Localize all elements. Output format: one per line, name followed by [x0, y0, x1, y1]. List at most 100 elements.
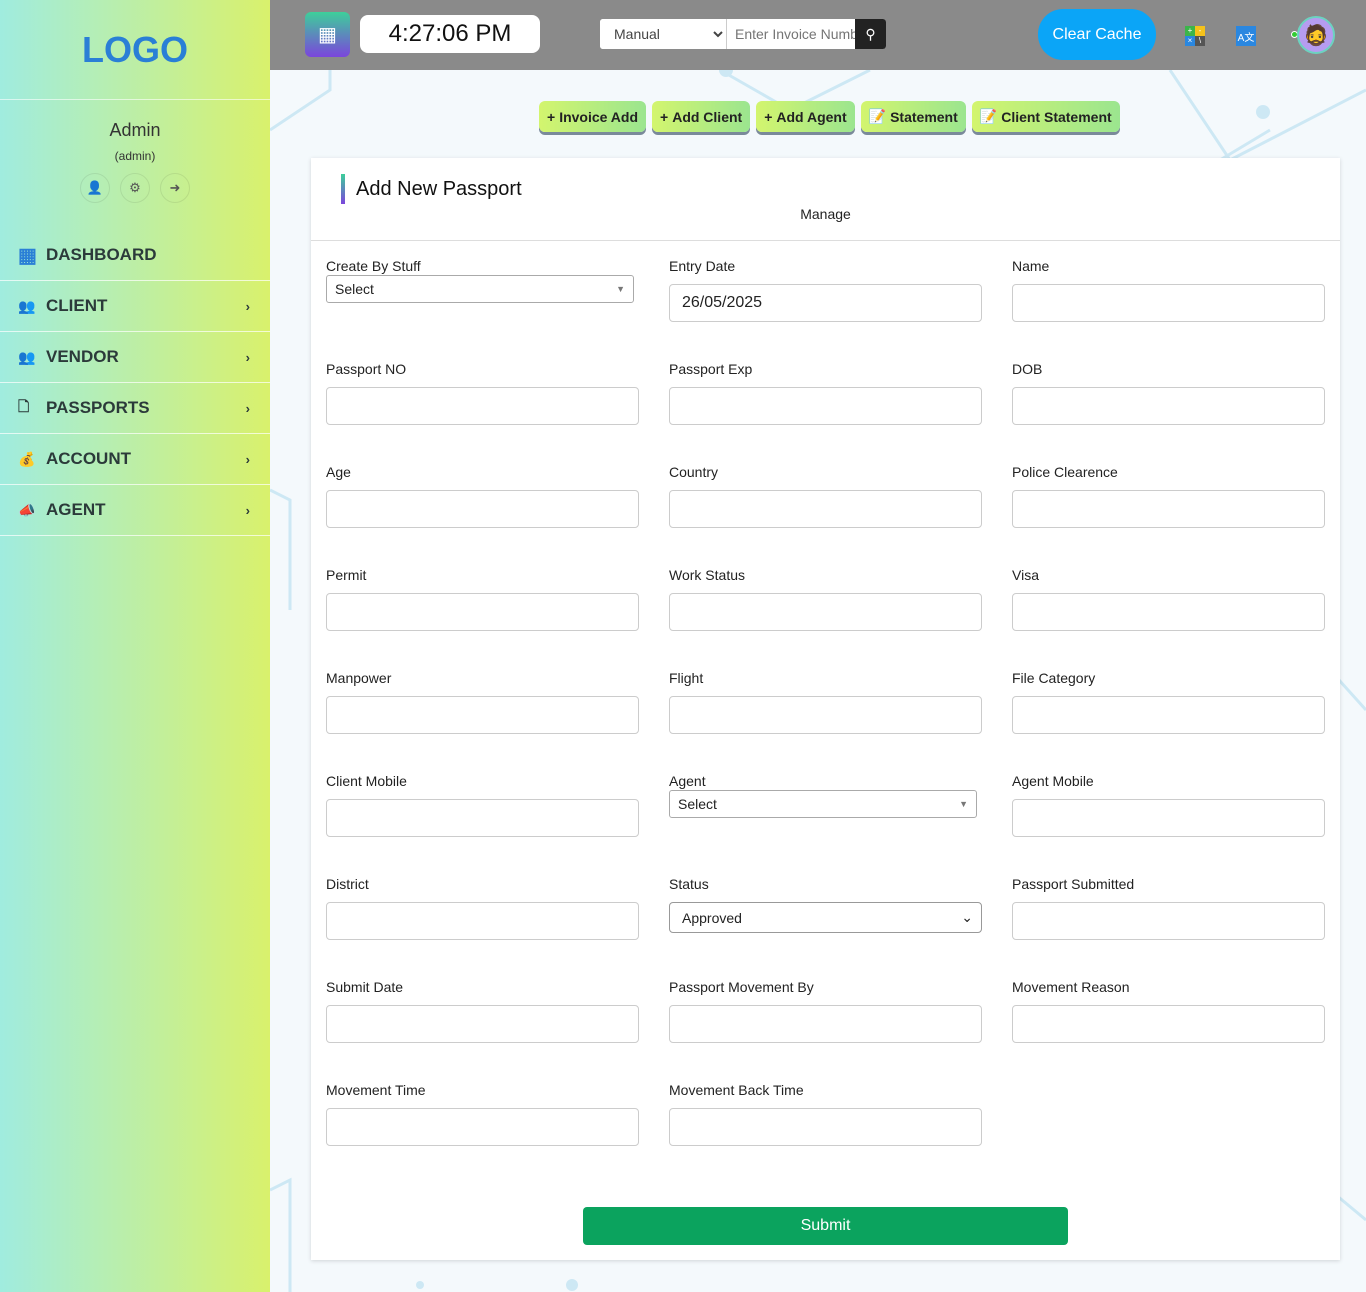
name-input[interactable] [1012, 284, 1325, 322]
field-label: Passport Submitted [1012, 876, 1135, 892]
field-label: Passport NO [326, 361, 407, 377]
sidebar-item-label: CLIENT [46, 296, 108, 315]
field-agent: Agent Select ▼ [669, 773, 982, 876]
manpower-input[interactable] [326, 696, 639, 734]
passport-submitted-input[interactable] [1012, 902, 1325, 940]
calculator-icon[interactable]: + - × \ [1185, 26, 1205, 46]
field-label: District [326, 876, 369, 892]
field-create-by-stuff: Create By Stuff Select ▼ [326, 258, 639, 361]
movement-time-input[interactable] [326, 1108, 639, 1146]
users-icon: 👥 [18, 348, 36, 365]
field-label: Movement Reason [1012, 979, 1130, 995]
add-agent-button[interactable]: + Add Agent [756, 101, 855, 132]
search-mode-select[interactable]: Manual [600, 19, 727, 49]
work-status-input[interactable] [669, 593, 982, 631]
client-statement-button[interactable]: 📝 Client Statement [971, 101, 1120, 132]
field-label: Country [669, 464, 719, 480]
field-age: Age [326, 464, 639, 567]
quick-actions: + Invoice Add + Add Client + Add Agent 📝 Sta… [539, 101, 1120, 132]
sidebar-item-label: ACCOUNT [46, 449, 131, 468]
button-label: Add Agent [776, 108, 847, 125]
invoice-add-button[interactable]: + Invoice Add [539, 101, 647, 132]
field-manpower: Manpower [326, 670, 639, 773]
invoice-search: Manual ⚲ [600, 19, 886, 49]
file-category-input[interactable] [1012, 696, 1325, 734]
chevron-right-icon: › [245, 400, 250, 416]
country-input[interactable] [669, 490, 982, 528]
movement-back-time-input[interactable] [669, 1108, 982, 1146]
add-client-button[interactable]: + Add Client [652, 101, 751, 132]
field-passport-exp: Passport Exp [669, 361, 982, 464]
profile-icon[interactable]: 👤 [80, 173, 110, 203]
search-icon[interactable]: ⚲ [855, 19, 886, 49]
logout-icon[interactable]: ➜ [160, 173, 190, 203]
button-label: Invoice Add [559, 108, 639, 125]
field-permit: Permit [326, 567, 639, 670]
passport-exp-input[interactable] [669, 387, 982, 425]
client-mobile-input[interactable] [326, 799, 639, 837]
copy-icon: 🗋 [18, 398, 30, 414]
field-status: Status Approved ⌄ [669, 876, 982, 979]
sidebar-item-agent[interactable]: 📣 AGENT › [0, 485, 270, 536]
apps-grid-icon[interactable]: ▦ [305, 12, 350, 57]
field-label: Movement Time [326, 1082, 426, 1098]
user-role: (admin) [114, 149, 156, 163]
field-label: Status [669, 876, 709, 892]
avatar[interactable]: 🧔 [1297, 16, 1335, 54]
field-country: Country [669, 464, 982, 567]
field-movement-reason: Movement Reason [1012, 979, 1325, 1082]
age-input[interactable] [326, 490, 639, 528]
movement-reason-input[interactable] [1012, 1005, 1325, 1043]
field-label: Submit Date [326, 979, 404, 995]
permit-input[interactable] [326, 593, 639, 631]
sidebar-item-passports[interactable]: 🗋 PASSPORTS › [0, 383, 270, 434]
field-dob: DOB [1012, 361, 1325, 464]
agent-select[interactable]: Select ▼ [669, 790, 977, 818]
sidebar-item-dashboard[interactable]: ▦ DASHBOARD [0, 230, 270, 281]
submit-date-input[interactable] [326, 1005, 639, 1043]
gear-icon[interactable]: ⚙ [120, 173, 150, 203]
status-select[interactable]: Approved ⌄ [669, 902, 982, 933]
add-passport-form: Add New Passport Manage Create By Stuff S… [311, 158, 1340, 1260]
passport-no-input[interactable] [326, 387, 639, 425]
field-label: Age [326, 464, 351, 480]
agent-mobile-input[interactable] [1012, 799, 1325, 837]
sidebar-item-label: PASSPORTS [46, 398, 150, 417]
statement-button[interactable]: 📝 Statement [860, 101, 966, 132]
chevron-right-icon: › [245, 502, 250, 518]
field-entry-date: Entry Date 26/05/2025 [669, 258, 982, 361]
logo[interactable]: LOGO [0, 0, 270, 100]
sidebar-item-client[interactable]: 👥 CLIENT › [0, 281, 270, 332]
field-label: Agent Mobile [1012, 773, 1094, 789]
clear-cache-button[interactable]: Clear Cache [1038, 9, 1156, 60]
field-label: Work Status [669, 567, 745, 583]
field-passport-no: Passport NO [326, 361, 639, 464]
manage-link[interactable]: Manage [800, 206, 851, 222]
police-clearence-input[interactable] [1012, 490, 1325, 528]
dob-input[interactable] [1012, 387, 1325, 425]
clock: 4:27:06 PM [360, 15, 540, 53]
create-by-stuff-select[interactable]: Select ▼ [326, 275, 634, 303]
sidebar-item-label: AGENT [46, 500, 106, 519]
sidebar-item-label: VENDOR [46, 347, 119, 366]
form-grid: Create By Stuff Select ▼ Entry Date 26/05/20… [326, 258, 1325, 1185]
field-file-category: File Category [1012, 670, 1325, 773]
plus-icon: + [660, 108, 669, 125]
page-title: Add New Passport [356, 178, 522, 200]
flight-input[interactable] [669, 696, 982, 734]
field-agent-mobile: Agent Mobile [1012, 773, 1325, 876]
sidebar-item-account[interactable]: 💰 ACCOUNT › [0, 434, 270, 485]
field-label: Create By Stuff [326, 258, 421, 274]
field-movement-back-time: Movement Back Time [669, 1082, 982, 1185]
translate-icon[interactable]: A文 [1236, 26, 1256, 46]
field-police-clearence: Police Clearence [1012, 464, 1325, 567]
entry-date-input[interactable]: 26/05/2025 [669, 284, 982, 322]
district-input[interactable] [326, 902, 639, 940]
invoice-search-input[interactable] [727, 19, 855, 49]
field-label: File Category [1012, 670, 1096, 686]
passport-movement-by-input[interactable] [669, 1005, 982, 1043]
plus-icon: + [764, 108, 773, 125]
submit-button[interactable]: Submit [583, 1207, 1068, 1245]
sidebar-item-vendor[interactable]: 👥 VENDOR › [0, 332, 270, 383]
visa-input[interactable] [1012, 593, 1325, 631]
